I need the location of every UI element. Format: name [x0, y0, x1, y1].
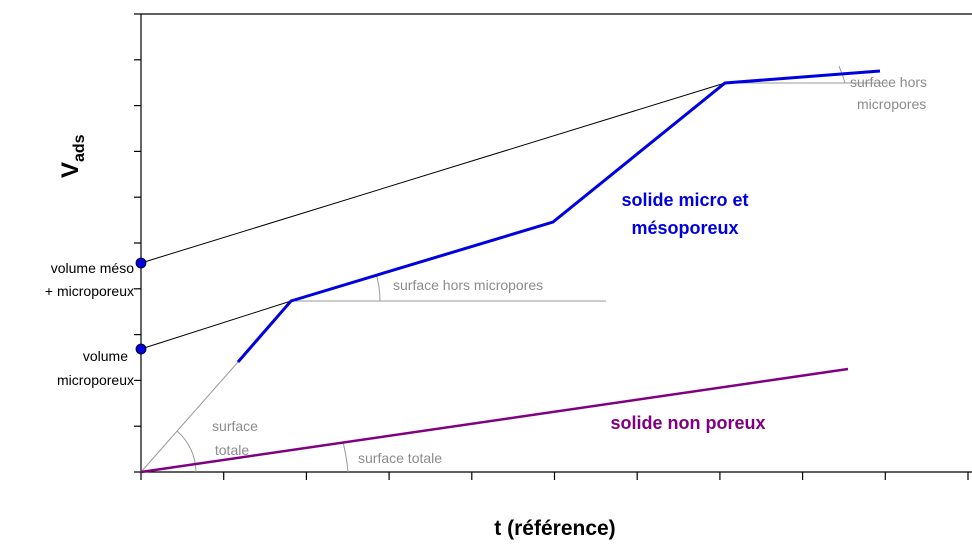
curve-label: solide micro et [621, 190, 748, 210]
point-label: + microporeux [45, 283, 134, 299]
point [135, 343, 147, 355]
angle-label: surface [212, 418, 258, 434]
angle-label: surface hors micropores [393, 277, 543, 293]
angle-label: surface hors [850, 74, 927, 90]
extrapolation-line [140, 82, 726, 264]
axes [134, 13, 972, 480]
nonporous-curve [140, 367, 849, 474]
x-axis-label: t (référence) [494, 517, 615, 540]
extrapolation-line [140, 300, 292, 350]
point-label: volume [83, 348, 128, 364]
curve-label: solide non poreux [610, 413, 765, 433]
point [135, 257, 147, 269]
point-label: volume méso [51, 260, 134, 276]
angle-label: surface totale [358, 450, 442, 466]
curve-label: mésoporeux [631, 218, 738, 238]
angle-label: micropores [857, 96, 926, 112]
y-axis-label: Vads [57, 134, 88, 178]
initial-slope [140, 361, 239, 473]
mesoporous-curve [236, 69, 881, 363]
angle-arcs [176, 65, 846, 473]
point-label: microporeux [57, 372, 134, 388]
angle-label: totale [215, 442, 249, 458]
